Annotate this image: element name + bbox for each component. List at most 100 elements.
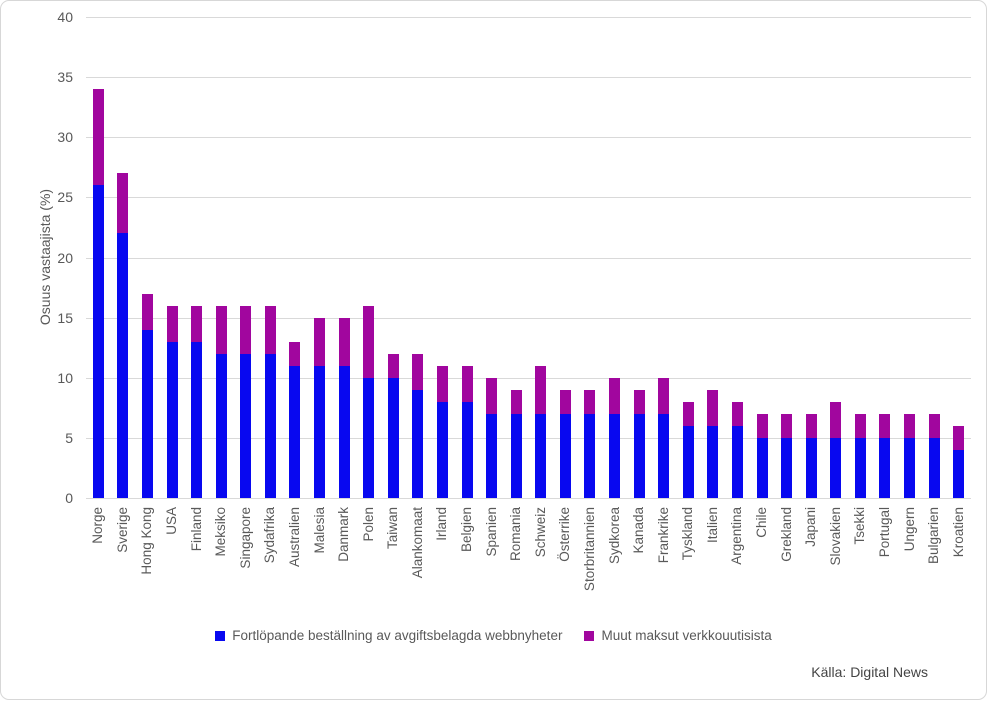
x-axis-label: Italien <box>704 507 720 544</box>
bar-segment-subscription-frankrike <box>658 413 670 498</box>
y-tick-label: 15 <box>57 309 73 326</box>
bar-segment-subscription-meksiko <box>215 353 227 498</box>
gridline-30 <box>86 137 971 139</box>
gridline-35 <box>86 77 971 79</box>
bar-segment-subscription-usa <box>166 341 178 498</box>
bar-segment-other-norge <box>92 89 104 186</box>
bar-segment-other-hong-kong <box>141 293 153 330</box>
x-axis-label: Malesia <box>311 507 327 554</box>
x-axis-label: Österrike <box>557 507 573 562</box>
series1-swatch-icon <box>215 630 226 641</box>
bar-segment-other-storbritannien <box>584 389 596 414</box>
legend: Fortlöpande beställning av avgiftsbelagd… <box>1 628 986 643</box>
bar-segment-subscription-slovakien <box>830 437 842 498</box>
bar-segment-other-kanada <box>633 389 645 414</box>
x-axis-label: Tsekki <box>852 507 868 545</box>
legend-item-subscription: Fortlöpande beställning av avgiftsbelagd… <box>215 628 562 643</box>
x-axis-label: Taiwan <box>385 507 401 550</box>
bar-segment-other-grekland <box>781 413 793 438</box>
y-tick-label: 30 <box>57 129 73 146</box>
bar-segment-other-frankrike <box>658 377 670 414</box>
bar-segment-other-belgien <box>461 365 473 402</box>
bar-segment-other-italien <box>707 389 719 426</box>
gridline-15 <box>86 317 971 319</box>
bar-segment-other-sverige <box>117 173 129 234</box>
legend-item-other-payments: Muut maksut verkkouutisista <box>584 628 772 643</box>
bar-segment-other-japani <box>805 413 817 438</box>
x-axis-label: Alankomaat <box>409 507 425 579</box>
legend-label: Muut maksut verkkouutisista <box>601 628 772 643</box>
source-note: Källa: Digital News <box>811 664 928 680</box>
bar-segment-subscription-bulgarien <box>928 437 940 498</box>
bar-segment-subscription-portugal <box>879 437 891 498</box>
x-axis-label: Japani <box>803 507 819 547</box>
bar-segment-subscription-malesia <box>314 365 326 498</box>
bar-segment-other-romania <box>510 389 522 414</box>
gridline-10 <box>86 377 971 379</box>
bar-segment-other-singapore <box>240 305 252 354</box>
x-axis-label: Meksiko <box>213 507 229 557</box>
bar-segment-other-malesia <box>314 317 326 366</box>
bar-segment-other-irland <box>436 365 448 402</box>
x-axis-label: Sverige <box>114 507 130 553</box>
bar-segment-subscription-spanien <box>486 413 498 498</box>
gridline-40 <box>86 17 971 18</box>
y-tick-label: 0 <box>65 490 73 506</box>
bar-segment-subscription-chile <box>756 437 768 498</box>
bar-segment-subscription-danmark <box>338 365 350 498</box>
bar-segment-subscription-kroatien <box>953 449 965 498</box>
x-axis-label: Romania <box>508 507 524 562</box>
x-axis-label: Frankrike <box>655 507 671 564</box>
bar-segment-other-finland <box>191 305 203 342</box>
bar-segment-other-danmark <box>338 317 350 366</box>
bar-segment-subscription-tsekki <box>854 437 866 498</box>
x-axis-label: USA <box>164 507 180 535</box>
x-axis-label: Tyskland <box>680 507 696 561</box>
gridline-20 <box>86 257 971 259</box>
bar-segment-subscription-alankomaat <box>412 389 424 498</box>
bar-segment-other-schweiz <box>535 365 547 414</box>
y-tick-label: 5 <box>65 429 73 446</box>
bar-segment-subscription-schweiz <box>535 413 547 498</box>
bar-segment-other-taiwan <box>387 353 399 378</box>
gridline-5 <box>86 437 971 439</box>
bar-segment-other-tsekki <box>854 413 866 438</box>
x-axis-label: Portugal <box>876 507 892 558</box>
x-axis-label: Sydafrika <box>262 507 278 564</box>
x-axis-label: Grekland <box>778 507 794 562</box>
bar-segment-subscription-sydafrika <box>264 353 276 498</box>
bar-segment-other-ungern <box>904 413 916 438</box>
x-axis-label: Sydkorea <box>606 507 622 565</box>
x-axis-label: Norge <box>90 507 106 544</box>
x-axis-label: Finland <box>188 507 204 552</box>
y-tick-label: 10 <box>57 369 73 386</box>
x-axis-label: Kroatien <box>950 507 966 558</box>
bar-segment-subscription-singapore <box>240 353 252 498</box>
bar-segment-other-slovakien <box>830 401 842 438</box>
y-tick-label: 25 <box>57 189 73 206</box>
x-axis-label: Polen <box>360 507 376 542</box>
x-axis-label: Bulgarien <box>926 507 942 565</box>
bar-segment-other-polen <box>363 305 375 378</box>
x-axis-label: Storbritannien <box>581 507 597 592</box>
bar-segment-other-usa <box>166 305 178 342</box>
legend-label: Fortlöpande beställning av avgiftsbelagd… <box>232 628 563 643</box>
bar-segment-subscription-belgien <box>461 401 473 498</box>
bar-segment-subscription-storbritannien <box>584 413 596 498</box>
bar-segment-subscription-sydkorea <box>609 413 621 498</box>
bar-segment-subscription-grekland <box>781 437 793 498</box>
series2-swatch-icon <box>584 630 595 641</box>
x-axis-label: Australien <box>286 507 302 568</box>
x-axis-label: Belgien <box>459 507 475 553</box>
bar-segment-other-bulgarien <box>928 413 940 438</box>
bar-segment-subscription-ungern <box>904 437 916 498</box>
gridline-25 <box>86 197 971 199</box>
y-tick-label: 20 <box>57 249 73 266</box>
x-axis-label: Spanien <box>483 507 499 557</box>
x-axis-label: Irland <box>434 507 450 541</box>
bar-segment-other-portugal <box>879 413 891 438</box>
bar-segment-subscription-romania <box>510 413 522 498</box>
x-axis-label: Schweiz <box>532 507 548 558</box>
bar-segment-subscription-hong-kong <box>141 329 153 498</box>
